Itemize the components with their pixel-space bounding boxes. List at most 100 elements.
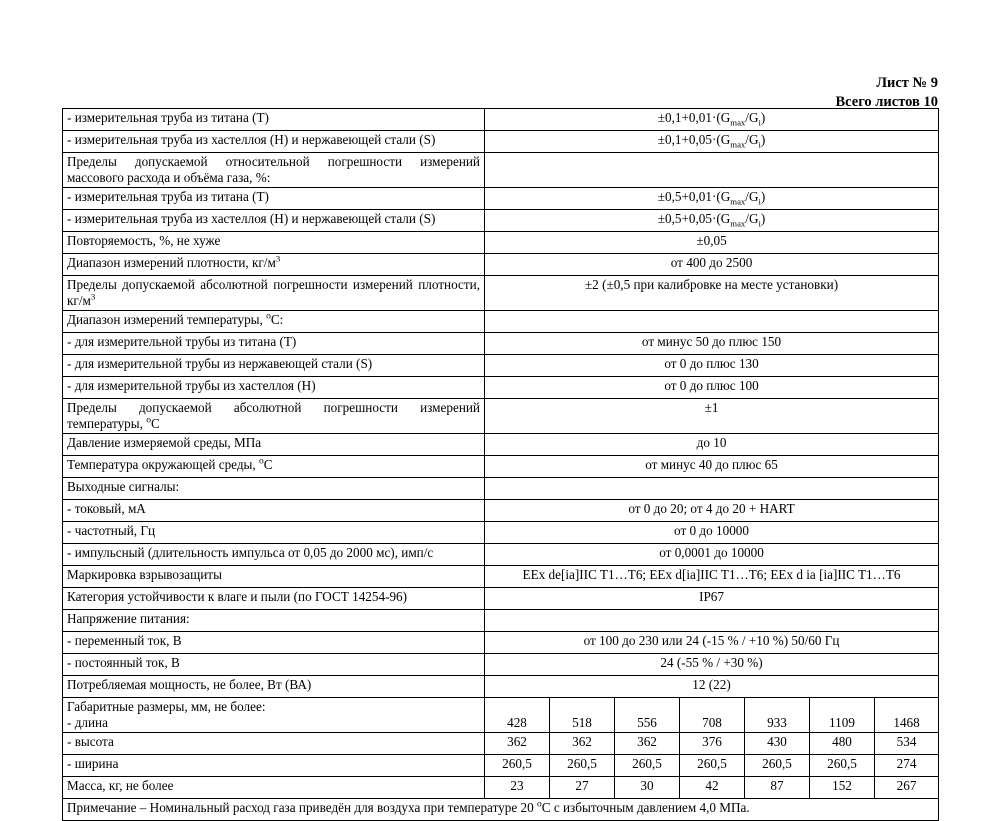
- row-supply-voltage-label: Напряжение питания:: [62, 609, 485, 632]
- row-power-consumption-value: 12 (22): [483, 675, 940, 698]
- row-temperature-range-value: [483, 310, 940, 333]
- row-mass: Масса, кг, не более 23 27 30 42 87 152 267: [62, 776, 940, 799]
- row-output-frequency-value: от 0 до 10000: [483, 521, 940, 544]
- row-mass-value-4: 42: [679, 776, 745, 799]
- row-temperature-steel-value: от 0 до плюс 130: [483, 354, 940, 377]
- row-medium-pressure-label: Давление измеряемой среды, МПа: [62, 433, 485, 456]
- row-overall-dimensions-length-value-2: 518: [549, 697, 615, 733]
- row-titanium-pipe-relative-mass: - измерительная труба из титана (Т) ±0,1+…: [62, 108, 940, 131]
- specifications-table: - измерительная труба из титана (Т) ±0,1+…: [61, 108, 940, 821]
- row-supply-dc-label: - постоянный ток, В: [62, 653, 485, 676]
- row-output-current-value: от 0 до 20; от 4 до 20 + HART: [483, 499, 940, 522]
- row-output-pulse: - импульсный (длительность импульса от 0…: [62, 543, 940, 566]
- row-explosion-protection-marking: Маркировка взрывозащиты EEx de[ia]IIC T1……: [62, 565, 940, 588]
- row-ingress-protection: Категория устойчивости к влаге и пыли (п…: [62, 587, 940, 610]
- row-repeatability-value: ±0,05: [483, 231, 940, 254]
- row-overall-dimensions-length-value-1: 428: [484, 697, 550, 733]
- row-overall-dimensions-length: Габаритные размеры, мм, не более: - длина…: [62, 697, 940, 733]
- row-temperature-titanium-label: - для измерительной трубы из титана (Т): [62, 332, 485, 355]
- row-overall-dimensions-height-value-3: 362: [614, 732, 680, 755]
- row-density-absolute-error-limits: Пределы допускаемой абсолютной погрешнос…: [62, 275, 940, 311]
- row-hastelloy-steel-pipe-gas-value: ±0,5+0,05·(Gmax/Gi): [483, 209, 940, 232]
- row-overall-dimensions-height-value-7: 534: [873, 732, 940, 755]
- row-hastelloy-steel-pipe-relative-mass-value: ±0,1+0,05·(Gmax/Gi): [483, 130, 940, 153]
- row-temperature-hastelloy-label: - для измерительной трубы из хастеллоя (…: [62, 376, 485, 399]
- row-output-frequency: - частотный, Гц от 0 до 10000: [62, 521, 940, 544]
- row-supply-dc: - постоянный ток, В 24 (-55 % / +30 %): [62, 653, 940, 676]
- row-note-text: Примечание – Номинальный расход газа при…: [61, 798, 940, 821]
- row-hastelloy-steel-pipe-gas: - измерительная труба из хастеллоя (Н) и…: [62, 209, 940, 232]
- row-temperature-absolute-error-limits-value: ±1: [483, 398, 940, 434]
- row-mass-label: Масса, кг, не более: [62, 776, 485, 799]
- row-density-range-label: Диапазон измерений плотности, кг/м3: [62, 253, 485, 276]
- row-temperature-titanium: - для измерительной трубы из титана (Т) о…: [62, 332, 940, 355]
- row-overall-dimensions-height-value-1: 362: [484, 732, 550, 755]
- row-hastelloy-steel-pipe-relative-mass: - измерительная труба из хастеллоя (Н) и…: [62, 130, 940, 153]
- row-temperature-absolute-error-limits: Пределы допускаемой абсолютной погрешнос…: [62, 398, 940, 434]
- row-overall-dimensions-width-value-5: 260,5: [744, 754, 810, 777]
- row-ambient-temperature-label: Температура окружающей среды, oС: [62, 455, 485, 478]
- row-overall-dimensions-width-value-1: 260,5: [484, 754, 550, 777]
- row-output-frequency-label: - частотный, Гц: [62, 521, 485, 544]
- row-explosion-protection-marking-value: EEx de[ia]IIC T1…T6; EEx d[ia]IIC T1…T6;…: [483, 565, 940, 588]
- row-temperature-range-label: Диапазон измерений температуры, oС:: [62, 310, 485, 333]
- row-supply-ac-label: - переменный ток, В: [62, 631, 485, 654]
- row-overall-dimensions-length-label: Габаритные размеры, мм, не более: - длина: [62, 697, 485, 733]
- row-output-current: - токовый, мА от 0 до 20; от 4 до 20 + HA…: [62, 499, 940, 522]
- page-header: Лист № 9 Всего листов 10: [835, 74, 938, 112]
- row-overall-dimensions-width-label: - ширина: [62, 754, 485, 777]
- row-titanium-pipe-relative-mass-label: - измерительная труба из титана (Т): [62, 108, 485, 131]
- row-density-range-value: от 400 до 2500: [483, 253, 940, 276]
- row-output-pulse-label: - импульсный (длительность импульса от 0…: [62, 543, 485, 566]
- row-overall-dimensions-width-value-3: 260,5: [614, 754, 680, 777]
- row-temperature-range: Диапазон измерений температуры, oС:: [62, 310, 940, 333]
- row-supply-voltage: Напряжение питания:: [62, 609, 940, 632]
- row-supply-dc-value: 24 (-55 % / +30 %): [483, 653, 940, 676]
- row-ingress-protection-label: Категория устойчивости к влаге и пыли (п…: [62, 587, 485, 610]
- row-repeatability: Повторяемость, %, не хуже ±0,05: [62, 231, 940, 254]
- row-overall-dimensions-length-value-5: 933: [744, 697, 810, 733]
- row-overall-dimensions-width-value-2: 260,5: [549, 754, 615, 777]
- row-mass-value-3: 30: [614, 776, 680, 799]
- row-density-range: Диапазон измерений плотности, кг/м3 от 40…: [62, 253, 940, 276]
- row-mass-value-1: 23: [484, 776, 550, 799]
- row-overall-dimensions-width: - ширина 260,5 260,5 260,5 260,5 260,5 260,5 27…: [62, 754, 940, 777]
- row-temperature-hastelloy-value: от 0 до плюс 100: [483, 376, 940, 399]
- row-hastelloy-steel-pipe-relative-mass-label: - измерительная труба из хастеллоя (Н) и…: [62, 130, 485, 153]
- row-power-consumption-label: Потребляемая мощность, не более, Вт (ВА): [62, 675, 485, 698]
- row-supply-ac-value: от 100 до 230 или 24 (-15 % / +10 %) 50/…: [483, 631, 940, 654]
- specifications-table-body: - измерительная труба из титана (Т) ±0,1+…: [61, 108, 940, 821]
- row-overall-dimensions-width-value-6: 260,5: [809, 754, 875, 777]
- row-temperature-hastelloy: - для измерительной трубы из хастеллоя (…: [62, 376, 940, 399]
- row-mass-value-2: 27: [549, 776, 615, 799]
- row-note: Примечание – Номинальный расход газа при…: [61, 798, 940, 821]
- document-page: Лист № 9 Всего листов 10 - измерительная…: [61, 74, 940, 821]
- row-temperature-steel-label: - для измерительной трубы из нержавеющей…: [62, 354, 485, 377]
- row-medium-pressure-value: до 10: [483, 433, 940, 456]
- row-mass-value-5: 87: [744, 776, 810, 799]
- row-density-absolute-error-limits-label: Пределы допускаемой абсолютной погрешнос…: [62, 275, 485, 311]
- row-titanium-pipe-gas: - измерительная труба из титана (Т) ±0,5+…: [62, 187, 940, 210]
- row-output-signals: Выходные сигналы:: [62, 477, 940, 500]
- row-temperature-absolute-error-limits-label: Пределы допускаемой абсолютной погрешнос…: [62, 398, 485, 434]
- row-ambient-temperature-value: от минус 40 до плюс 65: [483, 455, 940, 478]
- row-overall-dimensions-height: - высота 362 362 362 376 430 480 534: [62, 732, 940, 755]
- row-overall-dimensions-length-value-3: 556: [614, 697, 680, 733]
- row-gas-relative-error-limits-value: [483, 152, 940, 188]
- row-ambient-temperature: Температура окружающей среды, oС от минус…: [62, 455, 940, 478]
- row-temperature-steel: - для измерительной трубы из нержавеющей…: [62, 354, 940, 377]
- row-overall-dimensions-height-label: - высота: [62, 732, 485, 755]
- row-medium-pressure: Давление измеряемой среды, МПа до 10: [62, 433, 940, 456]
- row-power-consumption: Потребляемая мощность, не более, Вт (ВА)…: [62, 675, 940, 698]
- row-mass-value-7: 267: [873, 776, 940, 799]
- row-supply-voltage-value: [483, 609, 940, 632]
- row-gas-relative-error-limits: Пределы допускаемой относительной погреш…: [62, 152, 940, 188]
- row-output-signals-value: [483, 477, 940, 500]
- row-overall-dimensions-height-value-6: 480: [809, 732, 875, 755]
- row-output-signals-label: Выходные сигналы:: [62, 477, 485, 500]
- row-overall-dimensions-height-value-2: 362: [549, 732, 615, 755]
- row-output-current-label: - токовый, мА: [62, 499, 485, 522]
- row-ingress-protection-value: IP67: [483, 587, 940, 610]
- row-explosion-protection-marking-label: Маркировка взрывозащиты: [62, 565, 485, 588]
- total-sheets: Всего листов 10: [835, 94, 938, 110]
